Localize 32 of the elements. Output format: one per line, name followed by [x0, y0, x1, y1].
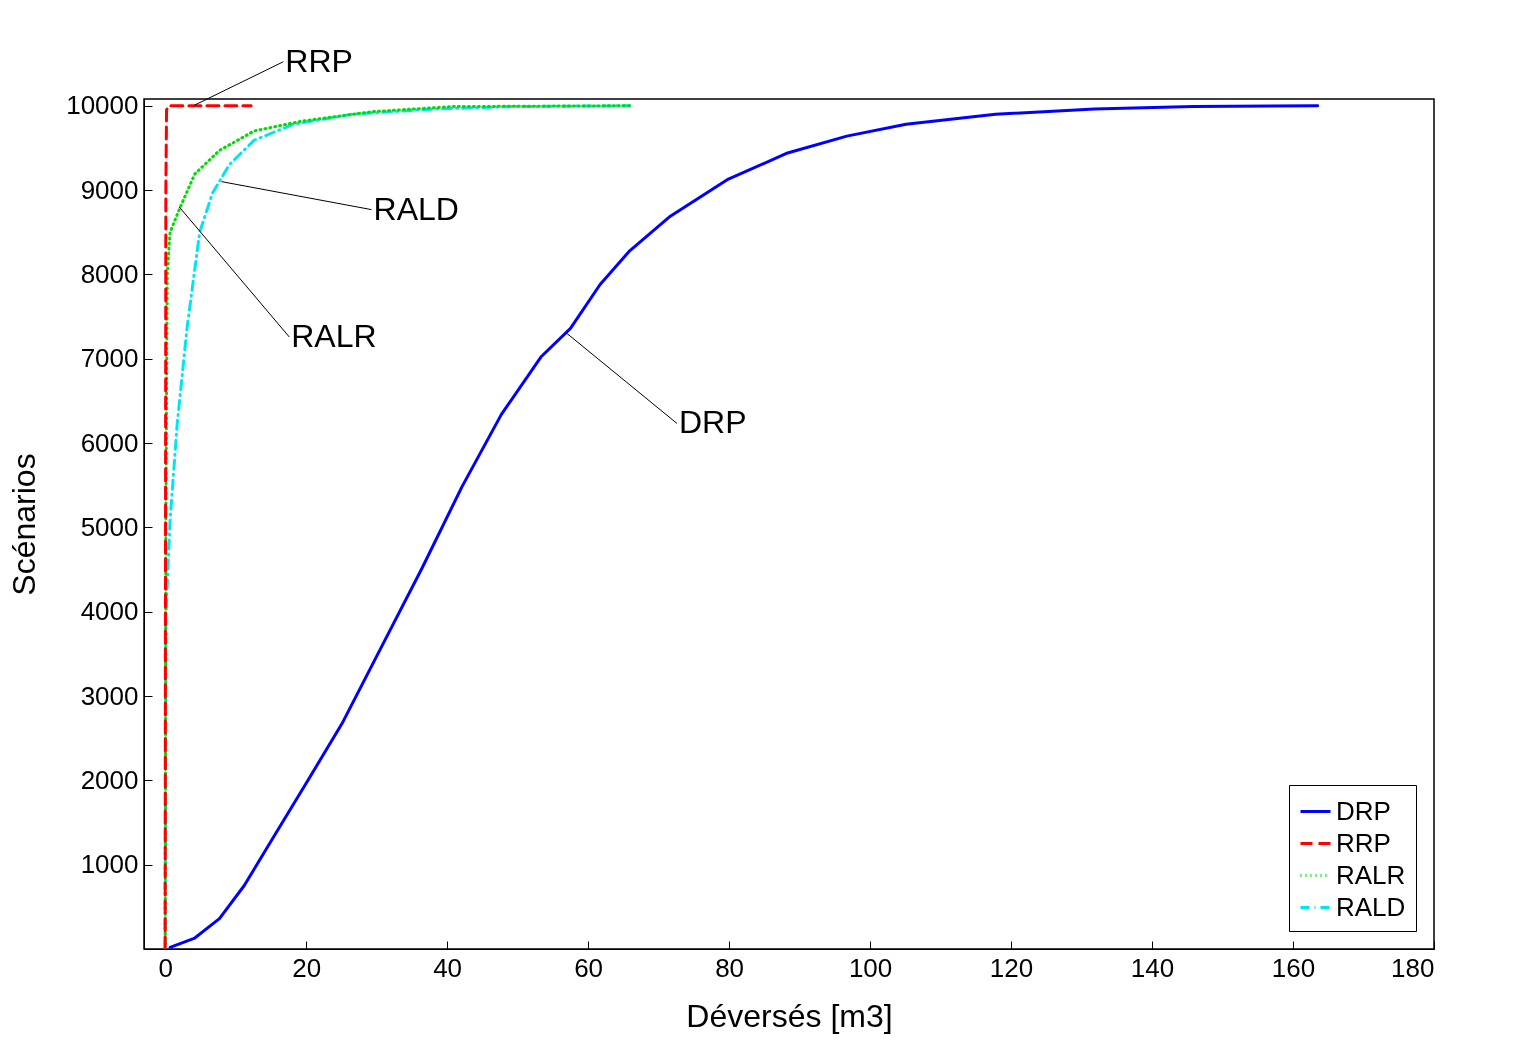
x-axis-title: Déversés [m3]: [686, 997, 893, 1034]
x-tick-label: 100: [848, 952, 893, 983]
annotation: RRP: [285, 42, 353, 79]
x-tick-label: 0: [158, 952, 173, 983]
annotation: RALR: [291, 317, 377, 354]
y-tick-label: 9000: [80, 174, 139, 205]
x-tick-label: 20: [292, 952, 322, 983]
y-axis-title: Scénarios: [6, 453, 43, 596]
x-tick-label: 40: [433, 952, 463, 983]
y-tick-label: 7000: [80, 343, 139, 374]
line-series: [168, 104, 1320, 949]
y-tick-label: 8000: [80, 258, 139, 289]
annotation: RALD: [373, 190, 459, 227]
y-tick-label: 1000: [80, 849, 139, 880]
legend-label: DRP: [1336, 795, 1391, 826]
y-tick-label: 2000: [80, 764, 139, 795]
annotation: DRP: [678, 404, 747, 441]
line-series: [163, 104, 253, 949]
y-tick-label: 4000: [80, 596, 139, 627]
y-tick-label: 3000: [80, 680, 139, 711]
x-tick-label: 140: [1130, 952, 1175, 983]
legend-label: RALD: [1336, 891, 1406, 922]
y-tick-label: 6000: [80, 427, 139, 458]
x-tick-label: 120: [989, 952, 1034, 983]
x-tick-label: 180: [1391, 952, 1435, 983]
x-tick-label: 80: [715, 952, 745, 983]
y-tick-label: 5000: [80, 511, 139, 542]
x-tick-label: 60: [574, 952, 604, 983]
x-tick-label: 160: [1271, 952, 1316, 983]
y-tick-label: 10000: [66, 90, 139, 121]
legend-label: RALR: [1336, 859, 1406, 890]
legend-label: RRP: [1336, 827, 1391, 858]
